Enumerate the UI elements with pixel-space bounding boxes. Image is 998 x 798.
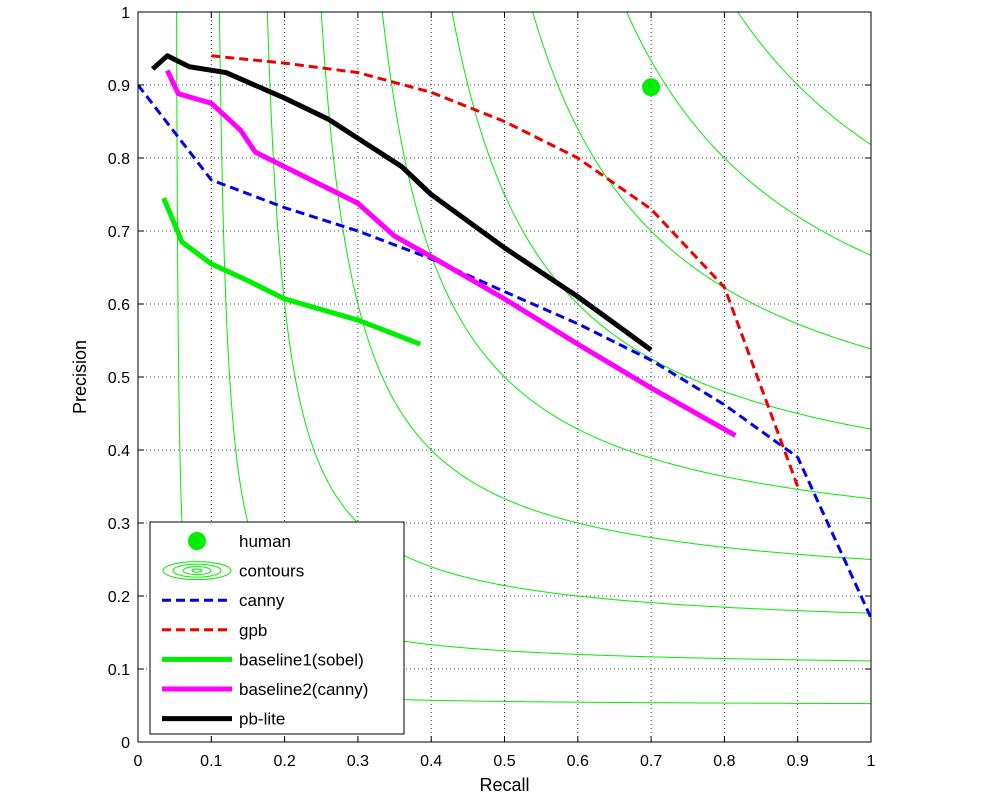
legend-label: gpb: [239, 621, 267, 640]
y-tick-label: 0.3: [108, 516, 130, 533]
f-contour-line: [266, 12, 871, 614]
f-contour-line: [451, 12, 871, 430]
series-point-human: [642, 78, 661, 97]
series-line-gpb: [211, 54, 800, 488]
legend-label: human: [239, 532, 291, 551]
y-tick-label: 0.5: [108, 370, 130, 387]
legend-box: [149, 521, 405, 735]
axis-ticks: 0 0.1 0.2 0.3 0.4 0.5 0.6 0.7 0.8 0.9 1 0 0.1 0.2 0.3 0…: [108, 5, 876, 770]
y-tick-label: 0.2: [108, 589, 130, 606]
series-lines: [138, 53, 871, 619]
y-axis-label: Precision: [70, 340, 90, 414]
legend: human contours canny gpb baseline1(sobel) bas…: [149, 521, 405, 735]
series-line-canny: [138, 84, 871, 619]
x-tick-label: 1: [867, 753, 876, 770]
series-line-baseline2-canny-: [165, 69, 737, 438]
x-tick-label: 0.2: [273, 753, 295, 770]
series-line-pb-lite: [150, 53, 653, 353]
y-tick-label: 0: [121, 735, 130, 752]
y-tick-label: 0.1: [108, 662, 130, 679]
legend-label: pb-lite: [239, 710, 285, 729]
legend-label: canny: [239, 591, 285, 610]
series-line-baseline1-sobel-: [161, 197, 422, 347]
x-tick-label: 0.5: [493, 753, 515, 770]
x-tick-label: 0.7: [640, 753, 662, 770]
y-tick-label: 0.9: [108, 78, 130, 95]
x-tick-label: 0.4: [420, 753, 442, 770]
y-tick-label: 0.6: [108, 297, 130, 314]
legend-label: baseline1(sobel): [239, 650, 364, 669]
f-contour-line: [532, 12, 871, 350]
x-tick-label: 0.3: [347, 753, 369, 770]
legend-label: baseline2(canny): [239, 680, 368, 699]
y-tick-label: 0.7: [108, 224, 130, 241]
legend-marker-contours: [191, 568, 203, 573]
f-contour-line: [320, 12, 871, 560]
x-tick-label: 0: [134, 753, 143, 770]
y-tick-label: 0.8: [108, 151, 130, 168]
y-tick-label: 0.4: [108, 443, 130, 460]
legend-label: contours: [239, 562, 304, 581]
x-tick-label: 0.8: [713, 753, 735, 770]
x-axis-label: Recall: [479, 775, 529, 795]
x-tick-label: 0.9: [787, 753, 809, 770]
x-tick-label: 0.6: [567, 753, 589, 770]
legend-marker-human: [188, 532, 206, 550]
legend-marker-contours: [172, 563, 222, 578]
legend-marker-contours: [182, 566, 212, 576]
legend-marker-contours: [162, 561, 232, 581]
x-tick-label: 0.1: [200, 753, 222, 770]
f-contour-line: [737, 12, 871, 146]
f-contour-line: [381, 12, 871, 500]
y-tick-label: 1: [121, 5, 130, 22]
f-contour-line: [626, 12, 871, 256]
